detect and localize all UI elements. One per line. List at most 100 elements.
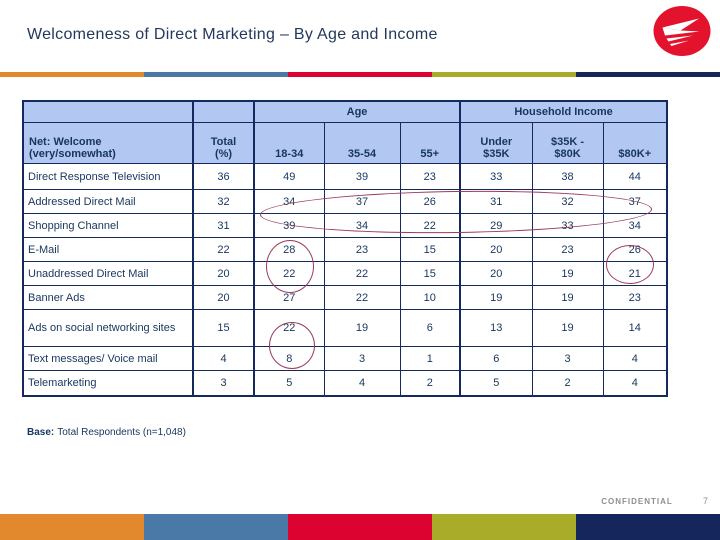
cell-value: 15 — [192, 309, 255, 347]
row-label: E-Mail — [22, 237, 194, 262]
cell-value: 49 — [253, 163, 325, 190]
table-row: E-Mail 22 28 23 15 20 23 26 — [22, 237, 668, 262]
column-header-total: Total (%) — [192, 122, 255, 164]
accent-bar-segment — [0, 72, 144, 77]
cell-value: 38 — [531, 163, 604, 190]
confidential-label: CONFIDENTIAL — [601, 497, 673, 506]
cell-value: 19 — [531, 285, 604, 310]
row-label: Ads on social networking sites — [22, 309, 194, 347]
row-label: Banner Ads — [22, 285, 194, 310]
cell-value: 8 — [253, 346, 325, 371]
accent-bar-segment — [288, 72, 432, 77]
cell-value: 10 — [399, 285, 462, 310]
cell-value: 39 — [323, 163, 401, 190]
table-row: Banner Ads 20 27 22 10 19 19 23 — [22, 285, 668, 310]
cell-value: 14 — [602, 309, 668, 347]
cell-value: 26 — [399, 189, 462, 214]
table-row: Telemarketing 3 5 4 2 5 2 4 — [22, 370, 668, 397]
cell-value: 39 — [253, 213, 325, 238]
cell-value: 20 — [192, 285, 255, 310]
cell-value: 27 — [253, 285, 325, 310]
cell-value: 4 — [602, 346, 668, 371]
accent-bar-segment — [576, 72, 720, 77]
base-note: Base: Total Respondents (n=1,048) — [27, 427, 186, 438]
column-header-80k-plus: $80K+ — [602, 122, 668, 164]
row-label: Unaddressed Direct Mail — [22, 261, 194, 286]
cell-value: 4 — [323, 370, 401, 397]
corner-cell — [22, 100, 194, 123]
cell-value: 34 — [253, 189, 325, 214]
cell-value: 37 — [602, 189, 668, 214]
accent-bar-segment — [432, 514, 576, 540]
table-row: Unaddressed Direct Mail 20 22 22 15 20 19 21 — [22, 261, 668, 286]
accent-bar-segment — [144, 72, 288, 77]
column-header-net-welcome: Net: Welcome (very/somewhat) — [22, 122, 194, 164]
cell-value: 20 — [459, 261, 533, 286]
cell-value: 6 — [459, 346, 533, 371]
cell-value: 44 — [602, 163, 668, 190]
table-row: Shopping Channel 31 39 34 22 29 33 34 — [22, 213, 668, 238]
accent-bar-segment — [432, 72, 576, 77]
cell-value: 28 — [253, 237, 325, 262]
group-header-row: Age Household Income — [22, 100, 668, 123]
cell-value: 20 — [459, 237, 533, 262]
cell-value: 3 — [531, 346, 604, 371]
cell-value: 33 — [531, 213, 604, 238]
cell-value: 1 — [399, 346, 462, 371]
cell-value: 34 — [602, 213, 668, 238]
cell-value: 22 — [323, 261, 401, 286]
page-number: 7 — [702, 496, 708, 506]
row-label: Telemarketing — [22, 370, 194, 397]
cell-value: 26 — [602, 237, 668, 262]
cell-value: 36 — [192, 163, 255, 190]
cell-value: 23 — [399, 163, 462, 190]
column-header-row: Net: Welcome (very/somewhat) Total (%) 1… — [22, 122, 668, 164]
cell-value: 2 — [531, 370, 604, 397]
cell-value: 31 — [192, 213, 255, 238]
cell-value: 15 — [399, 237, 462, 262]
cell-value: 34 — [323, 213, 401, 238]
row-label: Addressed Direct Mail — [22, 189, 194, 214]
cell-value: 19 — [323, 309, 401, 347]
cell-value: 37 — [323, 189, 401, 214]
page-title: Welcomeness of Direct Marketing – By Age… — [27, 26, 438, 43]
cell-value: 23 — [323, 237, 401, 262]
footer: CONFIDENTIAL 7 — [0, 496, 708, 506]
row-label: Shopping Channel — [22, 213, 194, 238]
accent-bar — [0, 514, 720, 540]
table-row: Addressed Direct Mail 32 34 37 26 31 32 37 — [22, 189, 668, 214]
cell-value: 3 — [192, 370, 255, 397]
cell-value: 32 — [192, 189, 255, 214]
cell-value: 22 — [253, 309, 325, 347]
data-table: Age Household Income Net: Welcome (very/… — [22, 100, 669, 397]
group-header-age: Age — [253, 100, 462, 123]
cell-value: 22 — [253, 261, 325, 286]
accent-bar-segment — [144, 514, 288, 540]
cell-value: 5 — [253, 370, 325, 397]
cell-value: 22 — [323, 285, 401, 310]
cell-value: 22 — [192, 237, 255, 262]
corner-cell — [192, 100, 255, 123]
cell-value: 23 — [602, 285, 668, 310]
accent-bar-segment — [576, 514, 720, 540]
column-header-18-34: 18-34 — [253, 122, 325, 164]
row-label: Text messages/ Voice mail — [22, 346, 194, 371]
cell-value: 19 — [459, 285, 533, 310]
table-body: Direct Response Television 36 49 39 23 33 38 44… — [22, 163, 668, 397]
cell-value: 6 — [399, 309, 462, 347]
base-text: Total Respondents (n=1,048) — [57, 427, 186, 438]
cell-value: 29 — [459, 213, 533, 238]
row-label: Direct Response Television — [22, 163, 194, 190]
cell-value: 15 — [399, 261, 462, 286]
cell-value: 3 — [323, 346, 401, 371]
cell-value: 2 — [399, 370, 462, 397]
column-header-55plus: 55+ — [399, 122, 462, 164]
cell-value: 22 — [399, 213, 462, 238]
accent-bar — [0, 72, 720, 77]
cell-value: 20 — [192, 261, 255, 286]
cell-value: 23 — [531, 237, 604, 262]
canada-post-logo-icon — [652, 5, 712, 57]
table-row: Text messages/ Voice mail 4 8 3 1 6 3 4 — [22, 346, 668, 371]
cell-value: 4 — [192, 346, 255, 371]
